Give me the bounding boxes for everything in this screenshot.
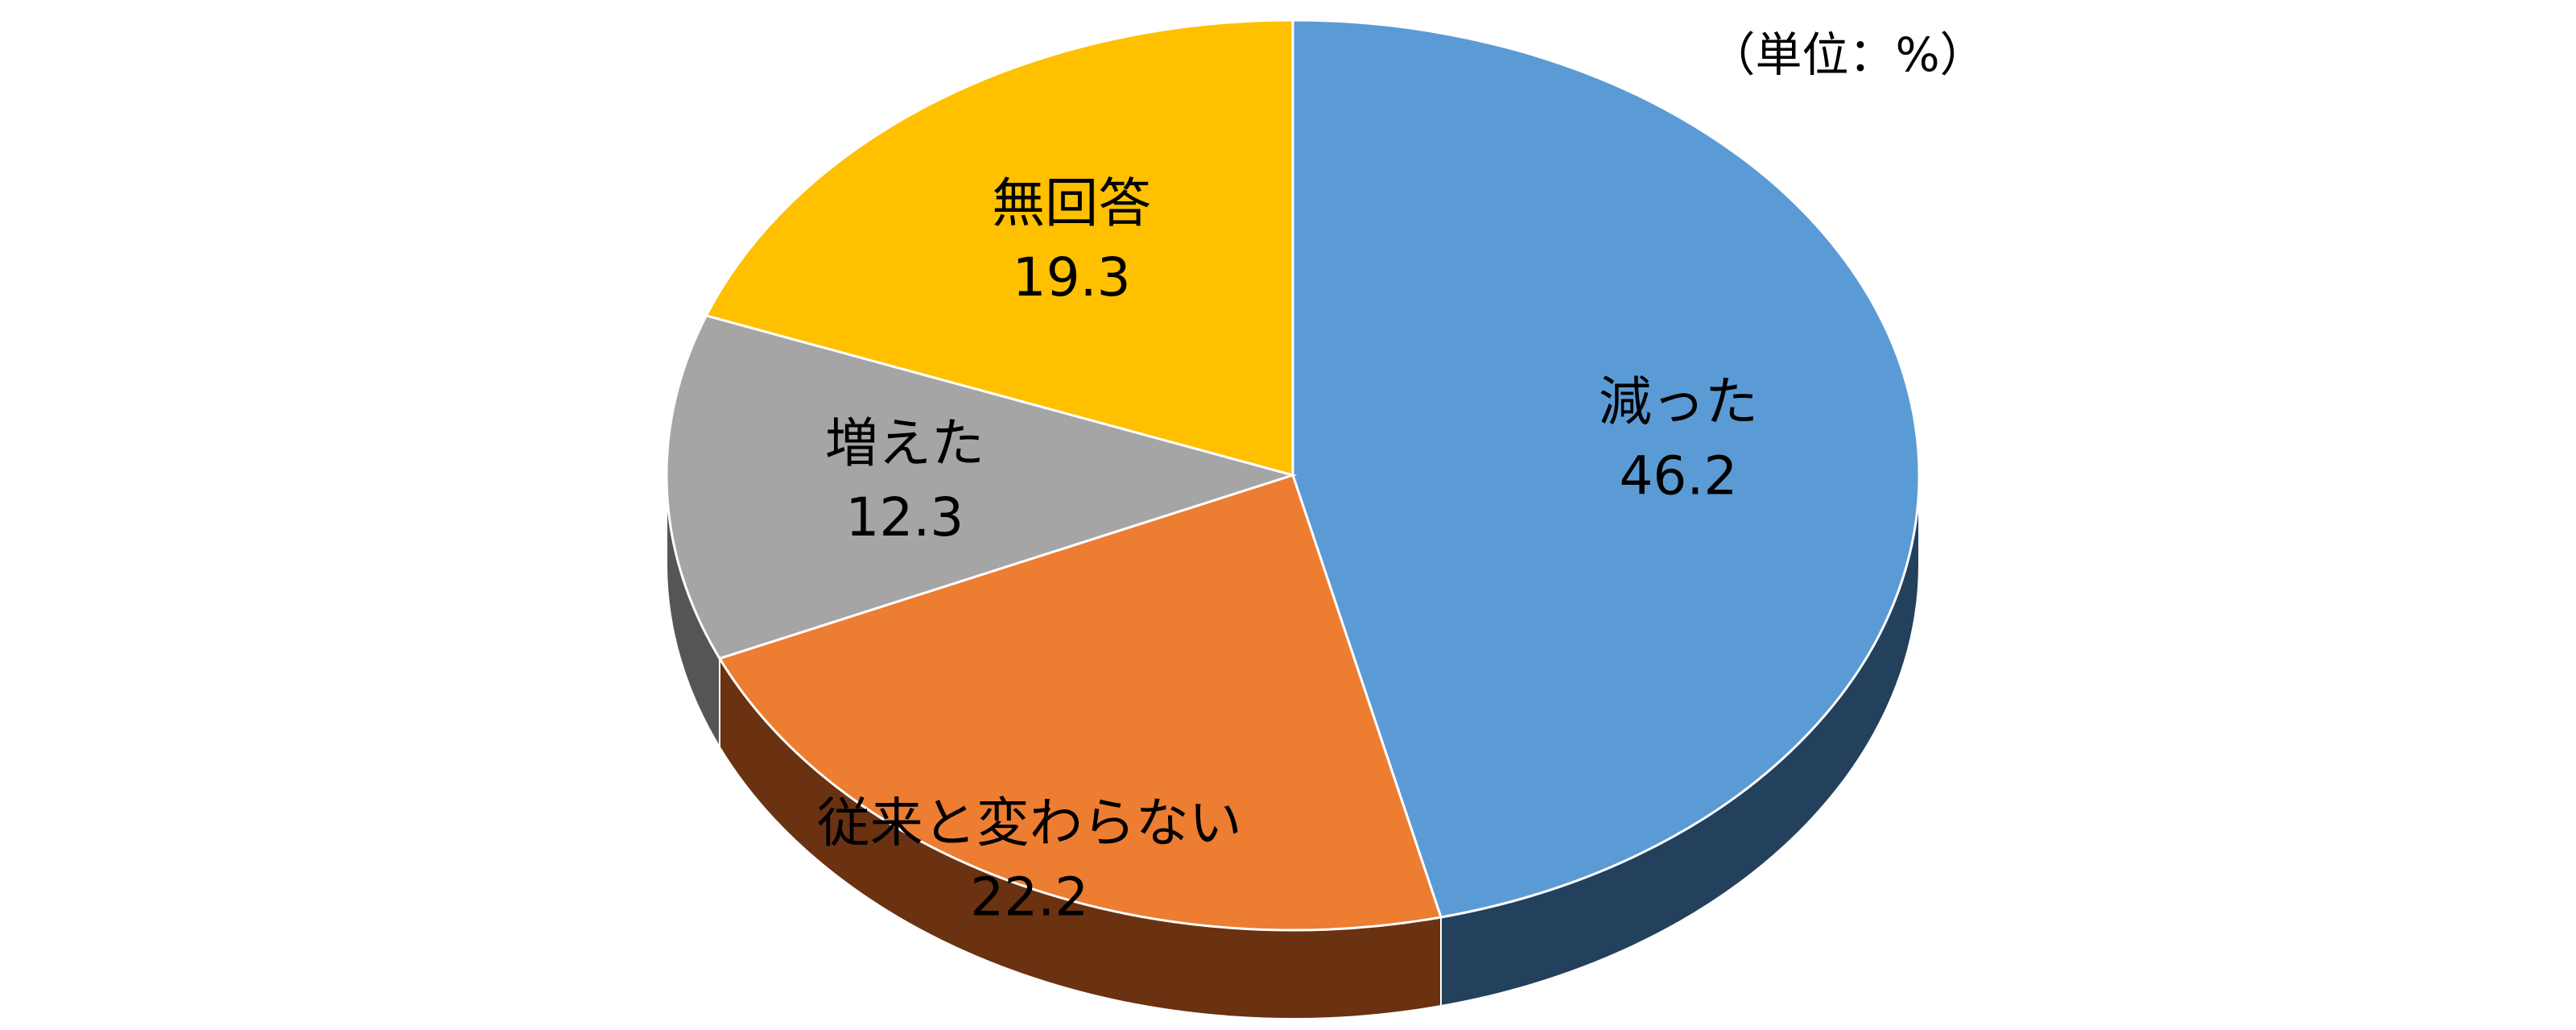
data-label: 増えた 12.3	[825, 412, 985, 548]
data-label: 従来と変わらない 22.2	[817, 792, 1242, 928]
data-label: 減った 46.2	[1599, 370, 1758, 507]
category-label: 増えた	[825, 412, 985, 474]
value-label: 19.3	[1013, 246, 1131, 308]
slice	[704, 19, 1294, 477]
slice	[665, 314, 1298, 660]
value-label: 22.2	[970, 866, 1088, 928]
unit-label: （単位：%）	[1708, 27, 1986, 82]
category-label: 減った	[1599, 370, 1758, 432]
data-label: 無回答 19.3	[992, 172, 1151, 308]
slice	[1291, 19, 1921, 919]
category-label: 無回答	[992, 172, 1151, 234]
category-label: 従来と変わらない	[817, 792, 1242, 854]
value-label: 12.3	[845, 486, 964, 548]
value-label: 46.2	[1619, 445, 1737, 507]
slice	[717, 474, 1443, 932]
